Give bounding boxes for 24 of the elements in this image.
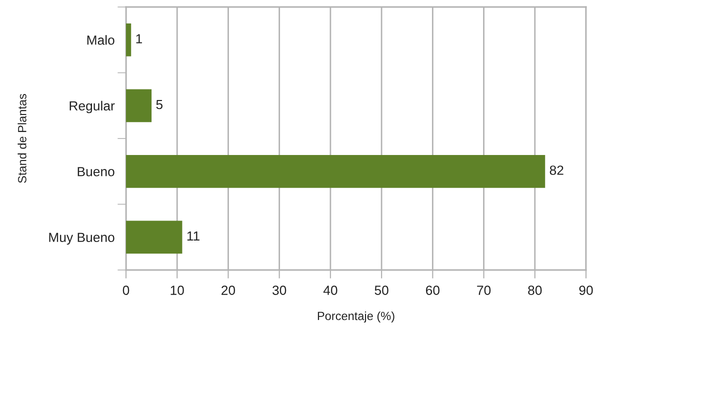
x-tick-label: 50 bbox=[374, 286, 388, 295]
data-label: 5 bbox=[156, 100, 163, 110]
x-tick-label: 70 bbox=[477, 286, 491, 295]
x-tick-label: 60 bbox=[426, 286, 440, 295]
x-tick-label: 0 bbox=[122, 286, 130, 295]
x-tick-label: 80 bbox=[528, 286, 542, 295]
x-tick-label: 10 bbox=[170, 286, 184, 295]
x-tick-label: 90 bbox=[579, 286, 593, 295]
y-axis-title: Stand de Plantas bbox=[18, 94, 26, 183]
x-axis-title: Porcentaje (%) bbox=[318, 311, 394, 322]
y-tick-label: Malo bbox=[87, 35, 114, 45]
data-label: 11 bbox=[187, 231, 200, 241]
data-label: 82 bbox=[550, 166, 564, 175]
x-tick-label: 30 bbox=[272, 286, 286, 295]
y-tick-label: Muy Bueno bbox=[49, 232, 114, 245]
x-tick-label: 40 bbox=[323, 286, 338, 295]
bar bbox=[126, 220, 182, 254]
bar bbox=[126, 154, 546, 188]
y-tick-label: Bueno bbox=[78, 167, 114, 176]
y-tick-label: Regular bbox=[70, 100, 115, 114]
bar bbox=[126, 23, 132, 56]
x-tick-label: 20 bbox=[222, 286, 236, 295]
bar bbox=[126, 89, 152, 122]
data-label: 1 bbox=[136, 34, 142, 44]
